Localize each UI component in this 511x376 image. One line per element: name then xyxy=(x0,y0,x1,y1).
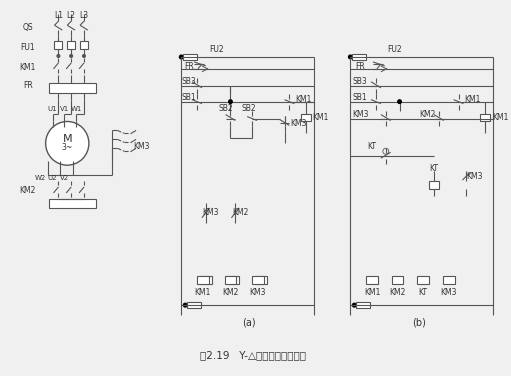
Text: KM2: KM2 xyxy=(389,288,406,297)
Text: KM3: KM3 xyxy=(440,288,457,297)
Text: V1: V1 xyxy=(60,106,69,112)
Text: 3~: 3~ xyxy=(62,143,73,152)
Text: KM2: KM2 xyxy=(222,288,239,297)
Text: KM2: KM2 xyxy=(419,110,435,119)
Text: KT: KT xyxy=(419,288,428,297)
Bar xyxy=(391,276,404,284)
Bar xyxy=(301,114,311,121)
Text: KM1: KM1 xyxy=(313,113,329,122)
Text: 图2.19   Y-△降压起动控制线路: 图2.19 Y-△降压起动控制线路 xyxy=(200,350,306,360)
Circle shape xyxy=(69,55,73,58)
Text: SB3: SB3 xyxy=(353,77,367,86)
Text: M: M xyxy=(62,134,72,144)
Text: KM3: KM3 xyxy=(290,119,307,128)
Bar xyxy=(200,276,212,284)
Text: KM2: KM2 xyxy=(20,186,36,196)
Text: L2: L2 xyxy=(67,11,76,20)
Text: KM3: KM3 xyxy=(466,171,482,180)
Circle shape xyxy=(57,55,60,58)
Bar xyxy=(443,276,455,284)
Text: KM1: KM1 xyxy=(364,288,380,297)
Text: U1: U1 xyxy=(48,106,57,112)
Bar xyxy=(183,54,197,60)
Bar xyxy=(224,276,237,284)
Text: FU2: FU2 xyxy=(210,44,224,53)
Bar xyxy=(227,276,239,284)
Bar xyxy=(80,41,88,49)
Circle shape xyxy=(183,303,187,307)
Bar xyxy=(429,181,439,189)
Text: SB3: SB3 xyxy=(182,77,197,86)
Bar xyxy=(417,276,429,284)
Text: FU2: FU2 xyxy=(387,44,402,53)
Text: W1: W1 xyxy=(71,106,82,112)
Text: KM1: KM1 xyxy=(20,64,36,73)
Text: KM2: KM2 xyxy=(232,208,248,217)
Bar xyxy=(49,199,96,208)
Bar xyxy=(356,302,370,308)
Circle shape xyxy=(45,121,89,165)
Text: FR: FR xyxy=(355,62,365,71)
Text: SB2: SB2 xyxy=(218,104,233,113)
Circle shape xyxy=(349,55,353,59)
Text: SB2: SB2 xyxy=(242,104,257,113)
Bar xyxy=(255,276,267,284)
Bar xyxy=(197,276,209,284)
Text: (b): (b) xyxy=(412,318,426,328)
Text: FR: FR xyxy=(23,81,33,90)
Circle shape xyxy=(229,100,232,103)
Text: QS: QS xyxy=(22,23,33,32)
Text: U2: U2 xyxy=(48,175,57,181)
Text: V2: V2 xyxy=(60,175,69,181)
Text: FU1: FU1 xyxy=(20,42,35,52)
Bar xyxy=(67,41,75,49)
Text: L1: L1 xyxy=(54,11,63,20)
Bar xyxy=(55,41,62,49)
Circle shape xyxy=(353,303,356,307)
Text: L3: L3 xyxy=(79,11,88,20)
Text: KM1: KM1 xyxy=(493,113,509,122)
Text: SB1: SB1 xyxy=(353,93,367,102)
Bar xyxy=(353,54,366,60)
Text: FR: FR xyxy=(184,62,194,71)
Bar xyxy=(252,276,264,284)
Text: KM3: KM3 xyxy=(352,110,368,119)
Text: KM3: KM3 xyxy=(202,208,219,217)
Text: KM3: KM3 xyxy=(250,288,266,297)
Text: KM1: KM1 xyxy=(195,288,211,297)
Text: KM3: KM3 xyxy=(134,142,150,151)
Circle shape xyxy=(398,100,401,103)
Bar xyxy=(187,302,201,308)
Circle shape xyxy=(179,55,183,59)
Text: SB1: SB1 xyxy=(182,93,196,102)
Text: KT: KT xyxy=(367,142,377,151)
Text: (a): (a) xyxy=(242,318,256,328)
Text: KM1: KM1 xyxy=(464,95,480,104)
Text: KT: KT xyxy=(429,164,438,173)
Text: KM1: KM1 xyxy=(295,95,311,104)
Bar xyxy=(366,276,378,284)
Bar xyxy=(49,83,96,93)
Text: W2: W2 xyxy=(35,175,47,181)
Circle shape xyxy=(82,55,85,58)
Bar xyxy=(480,114,490,121)
